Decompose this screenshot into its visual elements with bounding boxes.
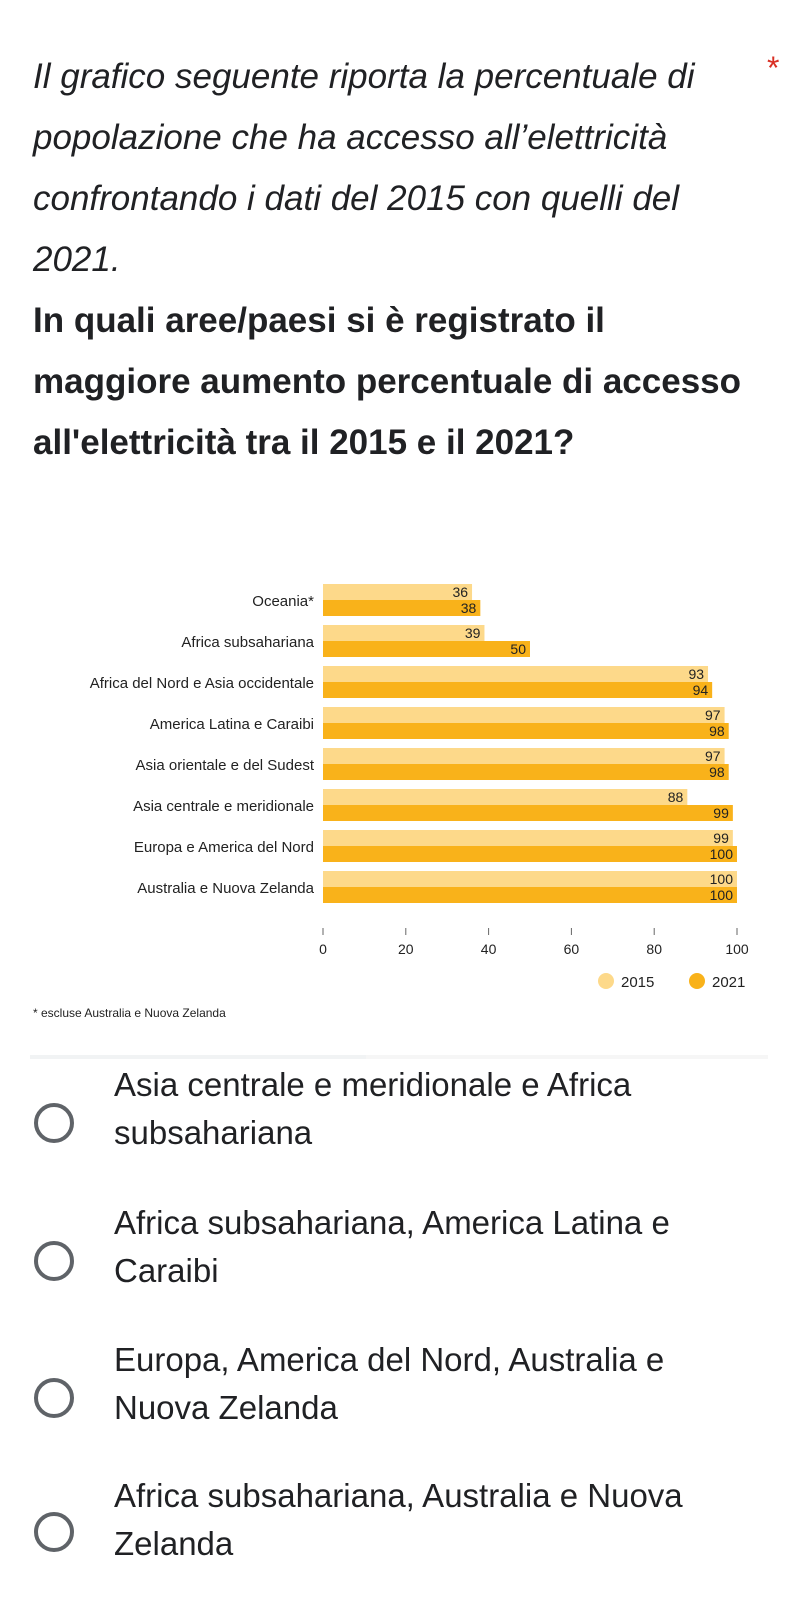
data-label-2021: 100 (710, 887, 734, 903)
x-tick-label: 100 (725, 941, 749, 957)
option-label: Africa subsahariana, America Latina e Ca… (114, 1204, 670, 1289)
bar-2015 (323, 871, 737, 887)
data-label-2021: 94 (693, 682, 709, 698)
bar-2021 (323, 600, 481, 616)
bar-2015 (323, 584, 473, 600)
x-tick-label: 60 (564, 941, 580, 957)
data-label-2021: 98 (709, 723, 725, 739)
bar-2021 (323, 887, 737, 903)
answer-option-2[interactable]: Africa subsahariana, America Latina e Ca… (0, 1204, 802, 1331)
data-label-2015: 97 (705, 748, 721, 764)
category-label: Asia orientale e del Sudest (136, 757, 315, 774)
bar-2021 (323, 764, 729, 780)
answer-option-1[interactable]: Asia centrale e meridionale e Africa sub… (0, 1066, 802, 1195)
category-label: Oceania* (252, 593, 314, 610)
data-label-2015: 97 (705, 707, 721, 723)
answer-option-4[interactable]: Africa subsahariana, Australia e Nuova Z… (0, 1477, 802, 1605)
bar-2015 (323, 748, 725, 764)
bar-2021 (323, 805, 733, 821)
data-label-2015: 39 (465, 625, 481, 641)
x-tick-label: 20 (398, 941, 414, 957)
data-label-2015: 99 (713, 830, 729, 846)
bar-2015 (323, 830, 733, 846)
bar-2015 (323, 625, 485, 641)
legend-swatch-2021 (689, 973, 705, 989)
category-label: Africa del Nord e Asia occidentale (90, 675, 314, 692)
bar-2015 (323, 666, 709, 682)
data-label-2021: 100 (710, 846, 734, 862)
category-label: Europa e America del Nord (134, 839, 314, 856)
answer-option-3[interactable]: Europa, America del Nord, Australia e Nu… (0, 1341, 802, 1468)
x-tick-label: 0 (319, 941, 327, 957)
bar-2021 (323, 723, 729, 739)
bar-2021 (323, 846, 737, 862)
data-label-2021: 98 (709, 764, 725, 780)
question-intro: Il grafico seguente riporta la percentua… (33, 57, 695, 279)
category-label: Africa subsahariana (181, 634, 314, 651)
bar-2015 (323, 707, 725, 723)
electricity-access-chart: Oceania* 36 38 Africa subsahariana 39 50 Afric… (0, 560, 802, 1060)
radio-button[interactable] (34, 1512, 74, 1552)
option-label: Europa, America del Nord, Australia e Nu… (114, 1341, 665, 1426)
category-label: Australia e Nuova Zelanda (137, 880, 314, 897)
x-tick-label: 40 (481, 941, 497, 957)
data-label-2015: 88 (668, 789, 684, 805)
data-label-2015: 100 (710, 871, 734, 887)
data-label-2021: 38 (461, 600, 477, 616)
bar-2021 (323, 682, 713, 698)
question-main: In quali aree/paesi si è registrato il m… (33, 301, 742, 462)
bar-2015 (323, 789, 688, 805)
option-label: Africa subsahariana, Australia e Nuova Z… (114, 1477, 683, 1562)
radio-button[interactable] (34, 1241, 74, 1281)
data-label-2021: 99 (713, 805, 729, 821)
option-label: Asia centrale e meridionale e Africa sub… (114, 1066, 632, 1151)
chart-divider-right (366, 1055, 768, 1059)
legend-label-2021: 2021 (712, 974, 745, 991)
category-label: Asia centrale e meridionale (133, 798, 314, 815)
legend-swatch-2015 (598, 973, 614, 989)
category-label: America Latina e Caraibi (150, 716, 314, 733)
x-tick-label: 80 (646, 941, 662, 957)
legend-label-2015: 2015 (621, 974, 654, 991)
required-indicator: * (767, 50, 780, 86)
data-label-2015: 93 (688, 666, 704, 682)
chart-footnote: * escluse Australia e Nuova Zelanda (33, 1006, 226, 1020)
chart-divider-left (30, 1055, 366, 1059)
data-label-2021: 50 (510, 641, 526, 657)
radio-button[interactable] (34, 1378, 74, 1418)
bar-2021 (323, 641, 530, 657)
data-label-2015: 36 (452, 584, 468, 600)
question-text: Il grafico seguente riporta la percentua… (33, 46, 753, 473)
radio-button[interactable] (34, 1103, 74, 1143)
